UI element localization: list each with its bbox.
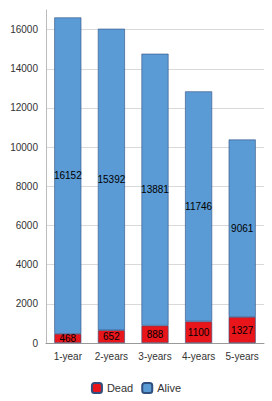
svg-text:5-years: 5-years <box>226 351 259 362</box>
svg-text:Alive: Alive <box>157 382 181 394</box>
svg-text:9061: 9061 <box>231 223 254 234</box>
svg-text:1327: 1327 <box>231 325 254 336</box>
svg-text:3-years: 3-years <box>138 351 171 362</box>
svg-text:2-years: 2-years <box>95 351 128 362</box>
svg-text:13881: 13881 <box>141 184 169 195</box>
svg-text:10000: 10000 <box>10 142 38 153</box>
svg-text:1-year: 1-year <box>54 351 83 362</box>
svg-text:1100: 1100 <box>188 327 210 338</box>
svg-text:4000: 4000 <box>16 259 39 270</box>
svg-text:468: 468 <box>59 333 76 344</box>
svg-text:2000: 2000 <box>16 298 39 309</box>
svg-text:12000: 12000 <box>10 102 38 113</box>
svg-text:11746: 11746 <box>185 201 213 212</box>
svg-text:4-years: 4-years <box>182 351 215 362</box>
svg-text:15392: 15392 <box>97 174 125 185</box>
svg-text:16152: 16152 <box>54 170 82 181</box>
svg-text:8000: 8000 <box>16 181 39 192</box>
svg-text:14000: 14000 <box>10 63 38 74</box>
svg-text:0: 0 <box>32 338 38 349</box>
svg-text:6000: 6000 <box>16 220 39 231</box>
svg-text:Dead: Dead <box>107 382 133 394</box>
svg-text:888: 888 <box>147 329 164 340</box>
svg-text:652: 652 <box>103 331 120 342</box>
svg-text:16000: 16000 <box>10 24 38 35</box>
